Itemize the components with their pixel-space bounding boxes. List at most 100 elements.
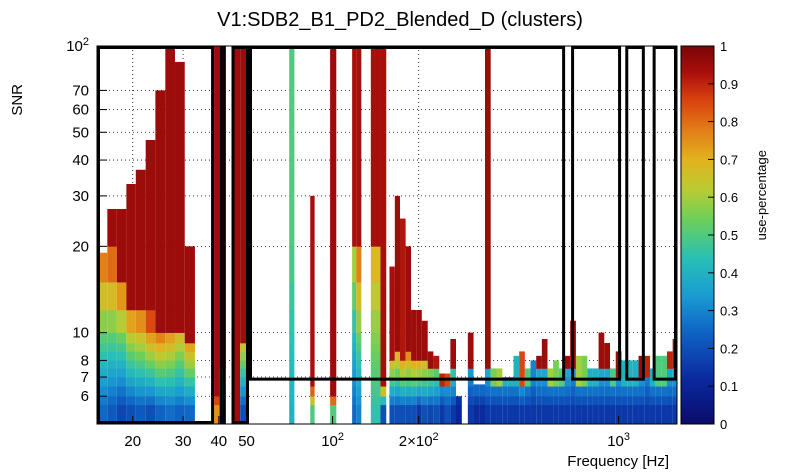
heatmap-cell	[394, 195, 400, 247]
heatmap-cell	[627, 414, 633, 424]
heatmap-cell	[310, 282, 315, 311]
heatmap-cell	[655, 377, 662, 387]
heatmap-cell	[155, 360, 166, 369]
heatmap-cell	[467, 414, 474, 424]
heatmap-cell	[219, 332, 226, 344]
heatmap-cell	[439, 404, 445, 415]
cluster-box	[571, 46, 622, 381]
heatmap-cell	[547, 386, 554, 397]
y-tick-label: 6	[81, 388, 89, 405]
colorbar-tick-label: 0.8	[720, 115, 738, 130]
heatmap-cell	[97, 368, 108, 378]
heatmap-cell	[553, 360, 559, 369]
heatmap-cell	[411, 404, 417, 415]
heatmap-cell	[107, 414, 117, 424]
heatmap-cell	[421, 343, 428, 352]
heatmap-cell	[536, 360, 542, 369]
heatmap-cell	[310, 351, 315, 361]
heatmap-cell	[389, 368, 395, 378]
heatmap-cell	[97, 377, 108, 387]
heatmap-cell	[394, 246, 400, 283]
heatmap-cell	[530, 414, 537, 424]
heatmap-cell	[352, 360, 357, 369]
heatmap-cell	[240, 246, 248, 283]
heatmap-cell	[416, 351, 422, 361]
heatmap-cell	[621, 414, 628, 424]
x-tick-label: 30	[175, 433, 192, 450]
heatmap-cell	[219, 246, 226, 283]
heatmap-cell	[394, 309, 400, 333]
y-tick-label: 50	[72, 124, 89, 141]
heatmap-cell	[632, 360, 639, 369]
heatmap-cell	[370, 351, 381, 361]
heatmap-cell	[581, 414, 588, 424]
heatmap-cell	[661, 396, 667, 406]
heatmap-cell	[145, 386, 156, 397]
heatmap-cell	[219, 377, 226, 387]
heatmap-cell	[490, 377, 497, 387]
heatmap-cell	[145, 360, 156, 369]
heatmap-cell	[530, 377, 537, 387]
heatmap-cell	[135, 368, 146, 378]
heatmap-cell	[126, 351, 136, 361]
heatmap-cell	[530, 360, 537, 369]
heatmap-cell	[547, 404, 554, 415]
heatmap-cell	[219, 360, 226, 369]
x-tick-label: 50	[238, 433, 255, 450]
heatmap-cell	[126, 332, 136, 344]
heatmap-cell	[581, 404, 588, 415]
heatmap-cell	[289, 368, 295, 378]
colorbar-tick-label: 0	[720, 417, 727, 432]
heatmap-cell	[502, 404, 508, 415]
heatmap-cell	[389, 343, 395, 352]
heatmap-cell	[135, 377, 146, 387]
heatmap-cell	[439, 377, 445, 387]
heatmap-cell	[553, 404, 559, 415]
heatmap-cell	[135, 404, 146, 415]
heatmap-cell	[444, 373, 451, 378]
heatmap-cell	[184, 386, 195, 397]
heatmap-cell	[165, 309, 175, 333]
heatmap-cell	[421, 396, 428, 406]
cluster-box	[219, 46, 226, 424]
heatmap-cell	[356, 343, 362, 352]
heatmap-cell	[389, 414, 395, 424]
heatmap-cell	[450, 368, 456, 378]
heatmap-cell	[370, 377, 381, 387]
heatmap-cell	[116, 396, 127, 406]
heatmap-cell	[598, 414, 605, 424]
heatmap-cell	[416, 368, 422, 378]
heatmap-cell	[450, 343, 456, 352]
heatmap-cell	[394, 351, 400, 361]
heatmap-cell	[405, 404, 412, 415]
heatmap-cell	[184, 246, 195, 283]
heatmap-cell	[155, 343, 166, 352]
heatmap-cell	[405, 368, 412, 378]
heatmap-cell	[411, 377, 417, 387]
heatmap-cell	[467, 404, 474, 415]
heatmap-cell	[661, 386, 667, 397]
heatmap-cell	[145, 332, 156, 344]
heatmap-cell	[655, 404, 662, 415]
heatmap-cell	[553, 368, 559, 378]
heatmap-cell	[356, 246, 362, 283]
heatmap-cell	[649, 396, 656, 406]
heatmap-cell	[421, 404, 428, 415]
heatmap-cell	[107, 343, 117, 352]
heatmap-cell	[467, 386, 474, 397]
heatmap-cell	[519, 386, 525, 397]
heatmap-cell	[479, 386, 485, 397]
heatmap-cell	[610, 368, 616, 378]
heatmap-cell	[444, 404, 451, 415]
heatmap-cell	[484, 360, 491, 369]
cluster-box	[97, 46, 215, 424]
heatmap-cell	[97, 309, 108, 333]
heatmap-cell	[513, 355, 520, 361]
heatmap-cell	[598, 386, 605, 397]
heatmap-cell	[174, 404, 185, 415]
heatmap-cell	[581, 386, 588, 397]
heatmap-cell	[394, 332, 400, 344]
heatmap-cell	[444, 414, 451, 424]
heatmap-cell	[240, 343, 248, 352]
heatmap-cell	[126, 377, 136, 387]
